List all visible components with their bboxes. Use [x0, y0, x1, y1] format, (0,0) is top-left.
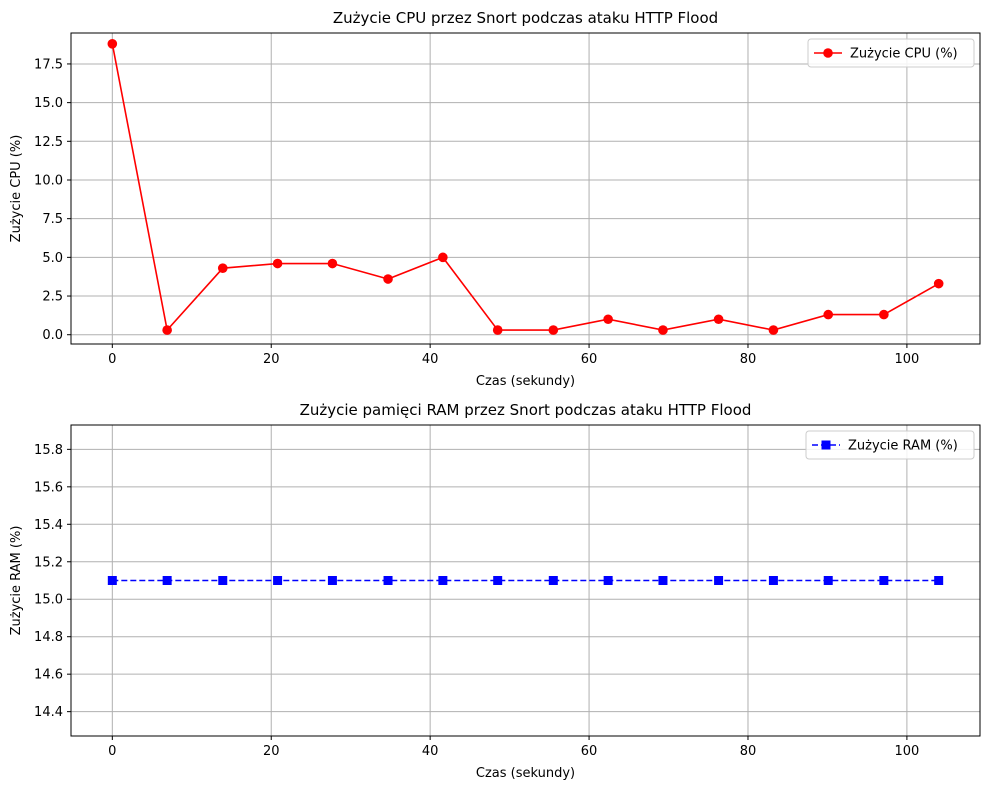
y-tick-label: 0.0	[42, 328, 63, 343]
legend-label: Zużycie CPU (%)	[850, 47, 958, 62]
y-tick-label: 15.0	[34, 593, 63, 608]
x-axis-label: Czas (sekundy)	[476, 766, 575, 781]
data-point	[768, 576, 778, 585]
data-point	[438, 576, 448, 585]
series-line	[111, 43, 940, 332]
y-tick-label: 15.8	[34, 443, 63, 458]
y-tick-label: 15.4	[34, 518, 63, 533]
y-tick-label: 7.5	[42, 212, 63, 227]
data-point	[879, 309, 889, 320]
data-point	[603, 576, 613, 585]
data-point	[218, 576, 228, 585]
y-tick-label: 14.6	[34, 668, 63, 683]
x-tick-label: 0	[108, 744, 116, 759]
legend-box	[805, 430, 975, 460]
data-point	[107, 576, 117, 585]
data-point	[272, 258, 283, 269]
ram-chart: 0 20 40 60 80 100 14.4 14.6 14.8 15.0 15.2 15.4 15.6…	[9, 401, 981, 781]
x-tick-label: 60	[581, 352, 598, 367]
data-point	[438, 252, 448, 263]
y-tick-label: 12.5	[34, 135, 63, 150]
data-point	[934, 576, 944, 585]
y-tick-label: 15.0	[34, 96, 63, 111]
plot-frame	[70, 32, 981, 345]
x-tick-label: 60	[581, 744, 598, 759]
data-point	[327, 576, 337, 585]
x-tick-label: 100	[894, 744, 919, 759]
x-tick-label: 0	[108, 352, 116, 367]
cpu-chart: 0 20 40 60 80 100 0.0 2.5 5.0 7.5 10.0 12.5 15.0 17.5…	[9, 9, 981, 389]
data-point	[492, 325, 503, 335]
data-point	[713, 314, 724, 325]
x-tick-label: 40	[422, 744, 439, 759]
x-tick-label: 20	[263, 352, 280, 367]
y-tick-label: 14.8	[34, 630, 63, 645]
y-tick-label: 2.5	[42, 290, 63, 305]
data-point	[603, 314, 613, 325]
legend-marker	[823, 48, 833, 58]
plot-frame	[70, 424, 981, 737]
x-tick-label: 100	[894, 352, 919, 367]
series	[107, 39, 944, 335]
data-point	[217, 263, 228, 273]
series	[107, 576, 944, 585]
data-point	[548, 576, 558, 585]
y-tick-label: 17.5	[34, 57, 63, 72]
y-axis-label: Zużycie CPU (%)	[9, 135, 24, 243]
data-point	[933, 278, 944, 289]
y-tick-label: 5.0	[42, 251, 63, 266]
data-point	[823, 309, 834, 320]
legend-marker	[821, 440, 831, 450]
data-point	[658, 325, 668, 335]
x-tick-label: 20	[263, 744, 280, 759]
x-axis-label: Czas (sekundy)	[476, 374, 575, 389]
legend-box	[807, 38, 975, 68]
data-point	[714, 576, 724, 585]
y-tick-label: 10.0	[34, 173, 63, 188]
data-point	[548, 325, 559, 335]
x-tick-label: 80	[740, 744, 757, 759]
data-point	[162, 576, 172, 585]
legend-label: Zużycie RAM (%)	[848, 439, 958, 454]
data-point	[879, 576, 889, 585]
data-point	[107, 39, 118, 49]
data-point	[493, 576, 503, 585]
chart-title: Zużycie pamięci RAM przez Snort podczas …	[300, 401, 752, 419]
data-point	[768, 325, 779, 335]
y-tick-label: 15.6	[34, 480, 63, 495]
grid	[71, 425, 980, 736]
data-point	[273, 576, 283, 585]
data-point	[327, 258, 338, 269]
data-point	[383, 576, 393, 585]
y-axis-label: Zużycie RAM (%)	[9, 526, 24, 636]
data-point	[383, 274, 393, 284]
x-tick-label: 80	[740, 352, 757, 367]
y-tick-label: 14.4	[34, 705, 63, 720]
data-point	[658, 576, 668, 585]
legend: Zużycie RAM (%)	[805, 430, 975, 460]
data-point	[823, 576, 833, 585]
y-tick-label: 15.2	[34, 555, 63, 570]
x-tick-label: 40	[422, 352, 439, 367]
data-point	[162, 325, 172, 335]
chart-title: Zużycie CPU przez Snort podczas ataku HT…	[333, 9, 718, 27]
legend: Zużycie CPU (%)	[807, 38, 975, 68]
